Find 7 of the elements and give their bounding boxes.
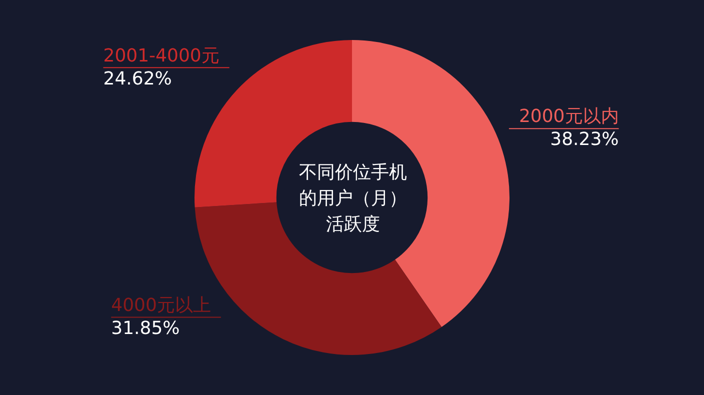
slice-label: 2000元以内	[518, 106, 619, 128]
data-label: 38.23%	[550, 129, 619, 150]
data-label: 24.62%	[103, 68, 172, 90]
data-label: 31.85%	[111, 318, 180, 339]
text: 不同价位手机的用户（月）活跃度	[298, 161, 408, 237]
slice-label: 2001-4000元	[103, 45, 220, 66]
slice-label: 4000元以上	[111, 294, 211, 316]
